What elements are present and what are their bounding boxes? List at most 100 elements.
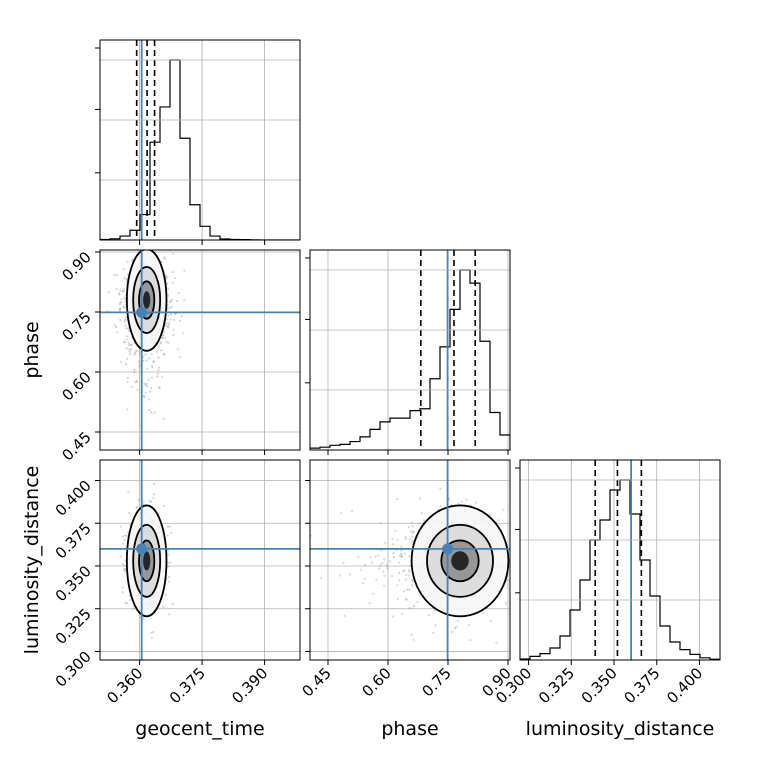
sample-point	[150, 631, 153, 634]
x-tick-label: 0.325	[535, 664, 578, 707]
sample-point	[405, 598, 408, 601]
sample-point	[126, 376, 129, 379]
sample-point	[138, 353, 141, 356]
sample-point	[469, 639, 472, 642]
sample-point	[125, 277, 129, 281]
sample-point	[166, 325, 169, 328]
x-axis-label-phase: phase	[381, 718, 438, 740]
sample-point	[150, 636, 154, 640]
sample-point	[121, 535, 124, 538]
sample-point	[338, 574, 342, 577]
sample-point	[133, 368, 136, 372]
sample-point	[146, 367, 149, 371]
sample-point	[119, 555, 122, 558]
sample-point	[163, 256, 166, 259]
sample-point	[131, 385, 134, 389]
sample-point	[123, 296, 126, 299]
sample-point	[152, 360, 155, 363]
y-tick-label: 0.60	[58, 368, 94, 404]
sample-point	[384, 541, 387, 544]
sample-point	[391, 538, 394, 541]
sample-point	[450, 630, 454, 634]
sample-point	[160, 375, 164, 378]
sample-point	[135, 506, 138, 510]
sample-point	[434, 624, 437, 627]
sample-point	[407, 569, 410, 572]
panel-frame	[309, 249, 511, 451]
sample-point	[128, 594, 131, 597]
sample-point	[411, 525, 414, 528]
sample-point	[164, 257, 167, 260]
panel-frame	[99, 459, 301, 661]
sample-point	[400, 549, 403, 552]
sample-point	[348, 573, 351, 576]
sample-point	[400, 545, 403, 548]
x-axis-label-luminosity-distance: luminosity_distance	[526, 718, 715, 740]
sample-point	[115, 287, 118, 291]
sample-point	[392, 552, 395, 555]
sample-point	[343, 614, 346, 617]
sample-point	[162, 333, 165, 336]
sample-point	[183, 298, 186, 302]
sample-point	[420, 511, 424, 515]
sample-point	[408, 574, 411, 577]
sample-point	[167, 580, 171, 583]
sample-point	[405, 578, 408, 581]
sample-point	[160, 260, 163, 263]
x-tick-label: 0.375	[620, 664, 663, 707]
panel-phase-luminosity_distance: 0.45 0.60 0.75 0.90	[298, 459, 515, 700]
sample-point	[148, 499, 151, 503]
sample-point	[411, 535, 414, 538]
panel-content	[310, 460, 510, 660]
sample-point	[115, 274, 119, 277]
sample-point	[123, 538, 126, 542]
x-tick-label: 0.45	[298, 664, 334, 700]
sample-point	[175, 299, 179, 303]
sample-point	[418, 497, 421, 500]
sample-point	[400, 555, 403, 558]
sample-point	[134, 381, 137, 384]
density-contour	[451, 551, 469, 571]
sample-point	[412, 605, 416, 608]
sample-point	[156, 372, 159, 375]
sample-point	[128, 352, 131, 356]
sample-point	[153, 482, 156, 486]
sample-point	[123, 340, 126, 344]
x-tick-label: 0.75	[418, 664, 454, 700]
sample-point	[165, 340, 168, 344]
sample-point	[152, 630, 155, 634]
sample-point	[408, 588, 411, 591]
sample-point	[169, 313, 173, 316]
sample-point	[404, 537, 407, 540]
sample-point	[180, 314, 183, 318]
sample-point	[122, 267, 125, 271]
sample-point	[119, 289, 122, 292]
sample-point	[178, 319, 182, 323]
sample-point	[123, 341, 126, 344]
sample-point	[379, 564, 382, 567]
sample-point	[170, 531, 173, 534]
sample-point	[125, 408, 129, 411]
sample-point	[448, 497, 451, 500]
sample-point	[156, 350, 159, 353]
sample-point	[369, 556, 372, 559]
sample-point	[410, 633, 413, 636]
sample-point	[481, 611, 485, 614]
sample-point	[455, 625, 458, 629]
sample-point	[166, 275, 169, 279]
sample-point	[143, 395, 146, 398]
sample-point	[164, 274, 168, 277]
sample-point	[166, 308, 169, 311]
sample-point	[157, 386, 161, 389]
sample-point	[167, 314, 170, 317]
sample-point	[157, 345, 160, 348]
sample-point	[143, 244, 145, 246]
sample-point	[152, 360, 155, 364]
sample-point	[162, 605, 165, 608]
sample-point	[137, 498, 140, 502]
x-axis-label-geocent-time: geocent_time	[135, 718, 264, 740]
sample-point	[159, 342, 162, 345]
sample-point	[147, 378, 150, 381]
sample-point	[153, 411, 156, 414]
panel-geocent_time-phase: 0.45 0.60 0.75 0.90	[58, 244, 301, 464]
